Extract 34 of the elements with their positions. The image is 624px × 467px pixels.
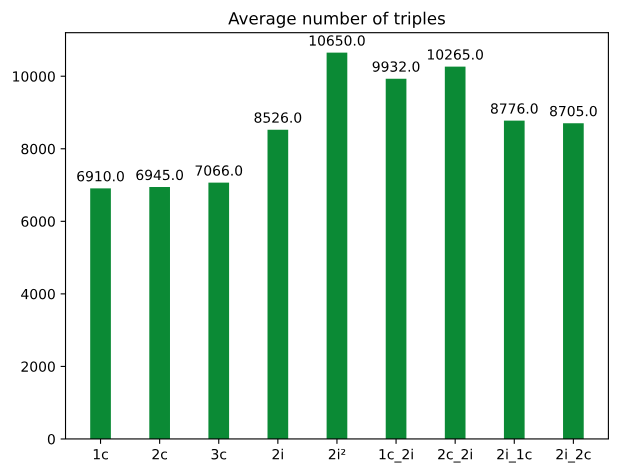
bar xyxy=(149,187,170,439)
data-label: 9932.0 xyxy=(372,61,420,72)
x-tick-label: 2i xyxy=(272,448,283,460)
x-tick-label: 2c_2i xyxy=(438,448,472,463)
data-label: 6945.0 xyxy=(136,170,184,180)
bar xyxy=(208,182,230,439)
y-tick-label: 10000 xyxy=(13,71,55,82)
bar xyxy=(326,52,348,439)
bar xyxy=(268,130,288,439)
x-tick-label: 2i_1c xyxy=(497,448,532,463)
bar xyxy=(563,123,584,439)
x-tick-label: 2i_2c xyxy=(556,448,591,463)
x-tick-label: 2i² xyxy=(328,448,346,460)
x-tick-label: 2c xyxy=(152,448,168,460)
y-tick-label: 2000 xyxy=(21,361,55,372)
bar xyxy=(90,188,111,439)
bar xyxy=(386,78,406,439)
y-tick-label: 8000 xyxy=(21,144,55,154)
data-label: 6910.0 xyxy=(77,170,124,182)
y-tick-label: 4000 xyxy=(21,288,55,300)
data-label: 7066.0 xyxy=(196,165,242,176)
x-tick-label: 1c_2i xyxy=(380,448,413,463)
data-label: 8776.0 xyxy=(490,103,538,114)
data-label: 10650.0 xyxy=(310,35,365,46)
x-tick-label: 3c xyxy=(212,448,226,460)
y-tick-label: 6000 xyxy=(21,216,55,227)
data-label: 8705.0 xyxy=(550,106,597,116)
data-label: 8526.0 xyxy=(254,112,302,123)
chart-title: Average number of triples xyxy=(228,12,445,28)
x-tick-label: 1c xyxy=(94,449,108,460)
y-tick-label: 0 xyxy=(48,434,55,444)
data-label: 10265.0 xyxy=(428,49,483,60)
bar xyxy=(504,120,525,439)
bar xyxy=(444,66,466,439)
